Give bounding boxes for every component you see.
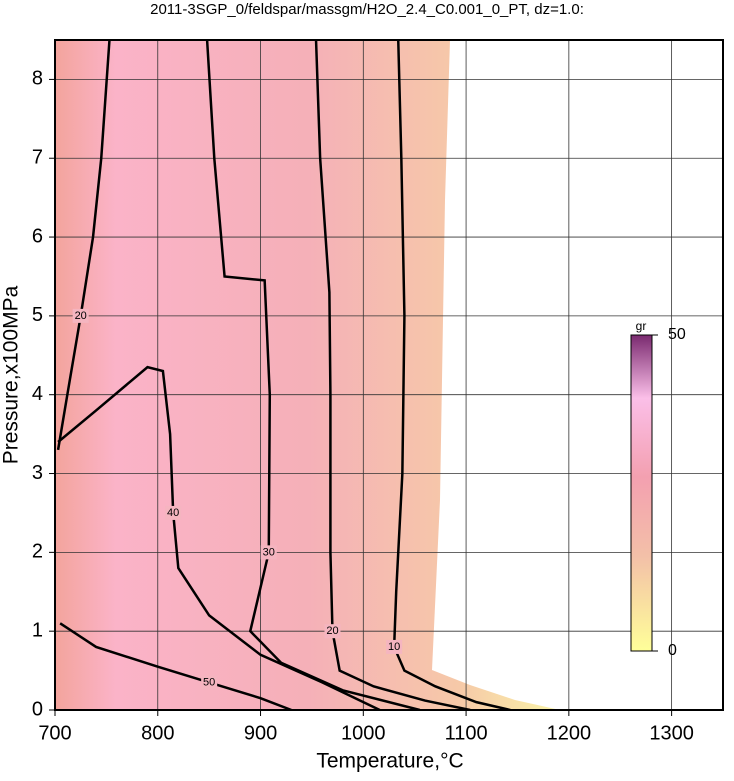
contour-label: 50 (203, 676, 215, 688)
y-axis-label: Pressure,x100MPa (0, 285, 23, 464)
y-tick-label: 6 (32, 225, 43, 247)
colorbar-tick-label: 0 (668, 642, 677, 659)
contour-label-bg (72, 308, 89, 323)
x-tick-label: 1100 (445, 722, 488, 744)
x-tick-label: 1000 (341, 722, 386, 744)
y-tick-label: 4 (32, 383, 43, 405)
x-tick-label: 700 (38, 722, 71, 744)
contour-label: 20 (326, 625, 338, 637)
contour-label-bg (324, 624, 341, 639)
y-tick-label: 7 (32, 147, 43, 169)
y-tick-label: 3 (32, 462, 43, 484)
contour-line (56, 40, 111, 451)
y-tick-label: 8 (32, 68, 43, 90)
y-tick-label: 1 (32, 619, 43, 641)
contour-label: 10 (388, 641, 400, 653)
colorbar (630, 334, 653, 652)
y-tick-label: 2 (32, 541, 43, 563)
x-tick-label: 1300 (649, 722, 694, 744)
y-tick-label: 5 (32, 304, 43, 326)
y-tick-label: 0 (32, 698, 43, 720)
x-tick-label: 900 (244, 722, 277, 744)
contour-label-bg (165, 505, 182, 520)
contour-label: 30 (263, 546, 275, 558)
chart-title: 2011-3SGP_0/feldspar/massgm/H2O_2.4_C0.0… (150, 1, 584, 18)
colorbar-tick-label: 50 (668, 326, 686, 343)
contour-label-bg (386, 639, 403, 654)
contour-line (392, 40, 511, 710)
x-tick-label: 1200 (547, 722, 592, 744)
contour-label: 20 (75, 310, 87, 322)
filled-region (55, 40, 560, 710)
contour-line (314, 40, 471, 710)
x-tick-label: 800 (141, 722, 174, 744)
colorbar-label: gr (636, 319, 647, 333)
plot-frame (54, 39, 724, 711)
contour-line (59, 622, 292, 710)
contour-label-bg (260, 545, 277, 560)
contour-label-bg (201, 675, 218, 690)
contour-label: 40 (167, 507, 179, 519)
plot-area: 10 20 30 20 40 50 (55, 40, 723, 710)
x-axis-label: Temperature,°C (316, 750, 463, 773)
